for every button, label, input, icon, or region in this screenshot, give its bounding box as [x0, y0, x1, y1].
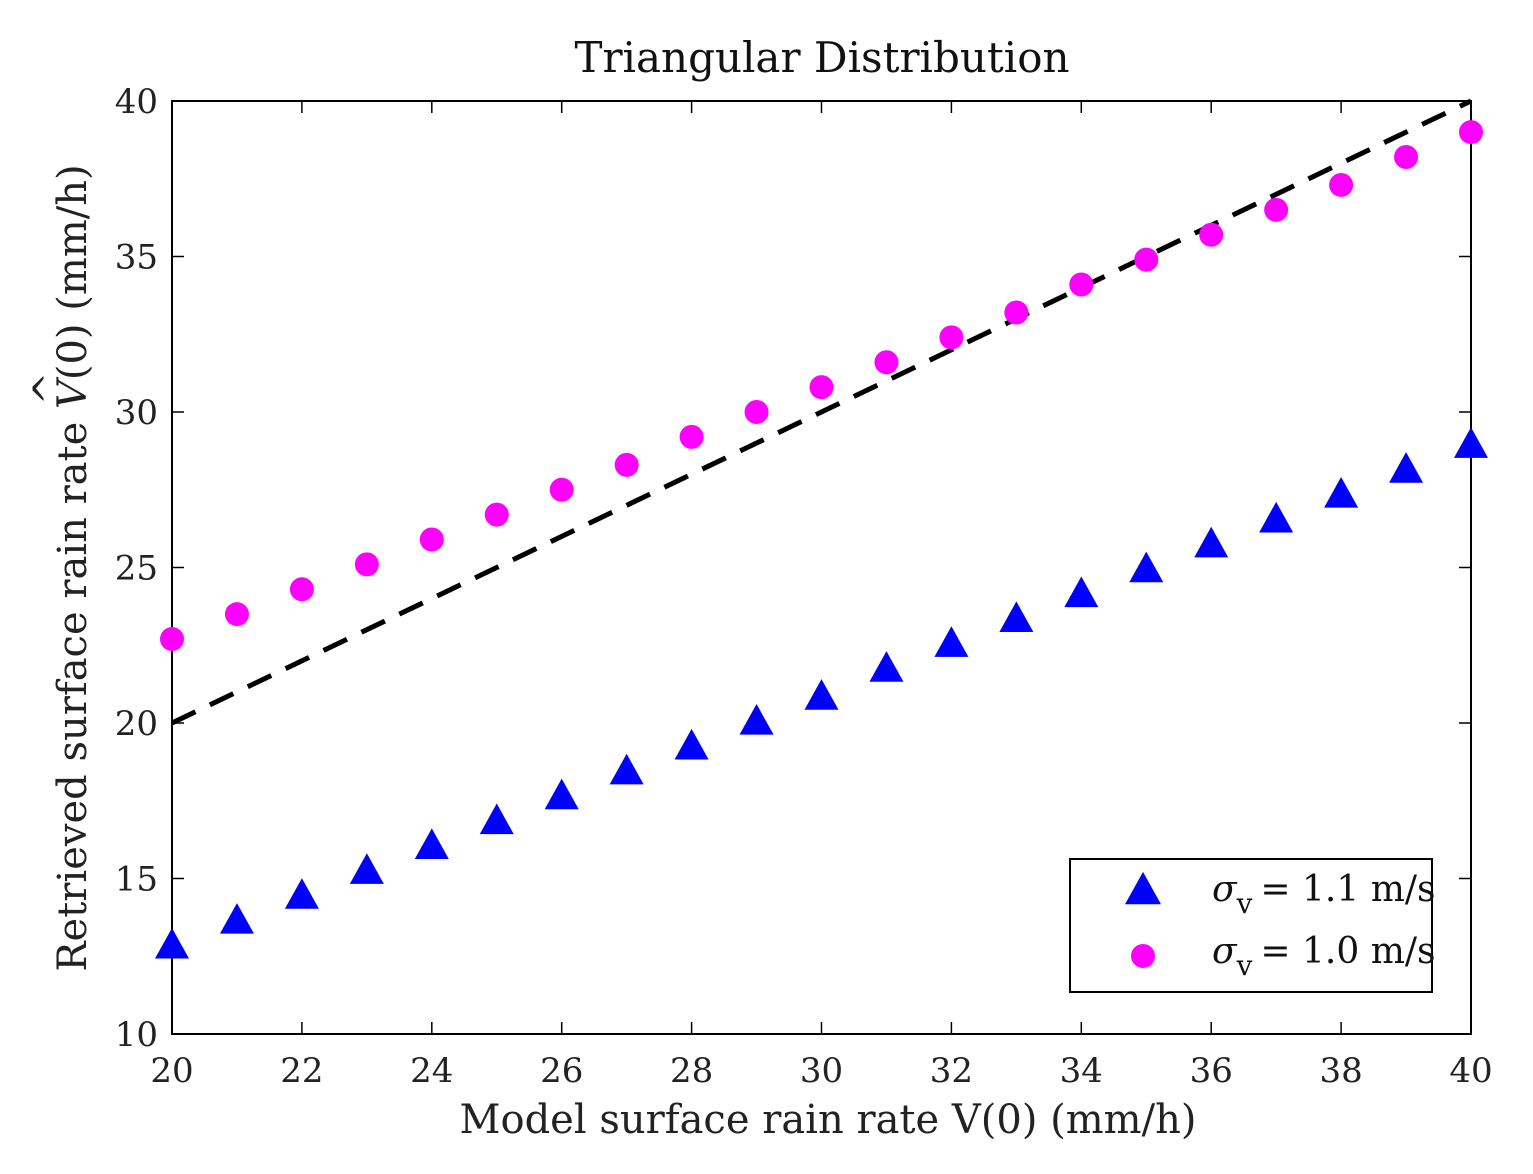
data-point-circle [874, 350, 899, 375]
data-point-triangle [804, 679, 839, 710]
data-point-circle [419, 527, 444, 552]
data-point-triangle [674, 728, 709, 760]
data-point-triangle [414, 828, 449, 860]
x-tick-label: 38 [1319, 1051, 1362, 1091]
data-point-triangle [544, 778, 579, 810]
data-point-circle [354, 552, 379, 577]
data-point-circle [289, 577, 314, 602]
data-point-triangle [1324, 476, 1359, 508]
y-tick-label: 25 [115, 549, 158, 589]
data-point-circle [549, 477, 574, 502]
legend-marker-circle [1131, 944, 1155, 968]
legend-marker-triangle [1125, 871, 1161, 905]
data-point-circle [1264, 197, 1289, 222]
reference-line [170, 98, 1473, 726]
data-point-circle [1069, 272, 1094, 297]
data-point-circle [679, 424, 704, 449]
legend-symbol-0: σ [1212, 869, 1238, 910]
data-point-triangle [1389, 452, 1424, 483]
y-axis-title-suffix: (0) (mm/h) [50, 164, 96, 380]
data-point-circle [484, 502, 509, 527]
data-point-triangle [155, 927, 189, 959]
legend-subscript-0: v [1236, 887, 1253, 920]
data-point-circle [1459, 120, 1483, 145]
y-tick-label: 20 [115, 704, 158, 744]
data-point-circle [224, 602, 249, 627]
x-tick-label: 32 [930, 1051, 973, 1091]
y-axis-title-prefix: Retrieved surface rain rate [50, 409, 96, 972]
legend-entry-1: σv = 1.0 m/s [1212, 931, 1435, 982]
data-point-triangle [999, 601, 1034, 632]
y-tick-label: 15 [115, 860, 158, 900]
data-point-circle [1394, 144, 1419, 169]
ticks [171, 100, 1472, 1035]
x-tick-label: 26 [540, 1051, 583, 1091]
data-point-triangle [1194, 526, 1229, 558]
data-point-circle [614, 452, 639, 477]
data-point-triangle [284, 878, 319, 909]
data-point-circle [160, 627, 184, 652]
data-point-triangle [1129, 551, 1164, 583]
y-tick-label: 30 [115, 393, 158, 433]
x-tick-label: 28 [670, 1051, 713, 1091]
y-axis-title: Retrieved surface rain rate V(0) (mm/h) [50, 164, 96, 971]
x-axis-title: Model surface rain rate V(0) (mm/h) [460, 1097, 1197, 1143]
data-point-circle [939, 325, 964, 350]
data-point-circle [809, 375, 834, 400]
x-tick-label: 30 [800, 1051, 843, 1091]
data-point-triangle [219, 903, 254, 934]
x-tick-label: 20 [150, 1051, 193, 1091]
reference-line-group [170, 98, 1473, 726]
y-axis-title-hat: ^ [26, 372, 72, 406]
data-point-triangle [1454, 427, 1488, 458]
y-axis-title-group: Retrieved surface rain rate V(0) (mm/h) … [26, 164, 96, 971]
x-tick-label: 40 [1449, 1051, 1492, 1091]
legend-value-1: = 1.0 m/s [1260, 931, 1435, 972]
data-point-circle [1329, 172, 1354, 197]
markers [155, 120, 1488, 959]
x-tick-label: 22 [280, 1051, 323, 1091]
legend-symbol-1: σ [1212, 931, 1238, 972]
data-point-triangle [934, 626, 969, 657]
legend-box [1069, 858, 1433, 993]
y-tick-label: 10 [115, 1015, 158, 1055]
legend-entry-0: σv = 1.1 m/s [1212, 869, 1435, 920]
y-tick-label: 35 [115, 238, 158, 278]
data-point-circle [1004, 300, 1029, 325]
x-tick-label: 24 [410, 1051, 453, 1091]
tick-labels: 20 22 24 26 28 30 32 34 36 38 40 10 15 20 25 30 35 40 [115, 82, 1493, 1091]
data-point-circle [1134, 247, 1159, 272]
x-tick-label: 36 [1190, 1051, 1233, 1091]
x-tick-label: 34 [1060, 1051, 1103, 1091]
data-point-triangle [479, 803, 514, 835]
data-point-triangle [609, 753, 644, 785]
data-point-triangle [739, 704, 774, 735]
data-point-triangle [1064, 576, 1099, 608]
data-point-triangle [869, 651, 904, 682]
legend-value-0: = 1.1 m/s [1260, 869, 1435, 910]
data-point-circle [1199, 222, 1224, 247]
data-point-triangle [349, 853, 384, 884]
chart-title: Triangular Distribution [574, 33, 1069, 82]
y-tick-label: 40 [115, 82, 158, 122]
legend: σv = 1.1 m/s σv = 1.0 m/s [1069, 858, 1435, 993]
data-point-triangle [1259, 501, 1294, 533]
data-point-circle [744, 400, 769, 424]
y-axis-title-symbol: V [50, 376, 96, 409]
legend-subscript-1: v [1236, 949, 1253, 982]
